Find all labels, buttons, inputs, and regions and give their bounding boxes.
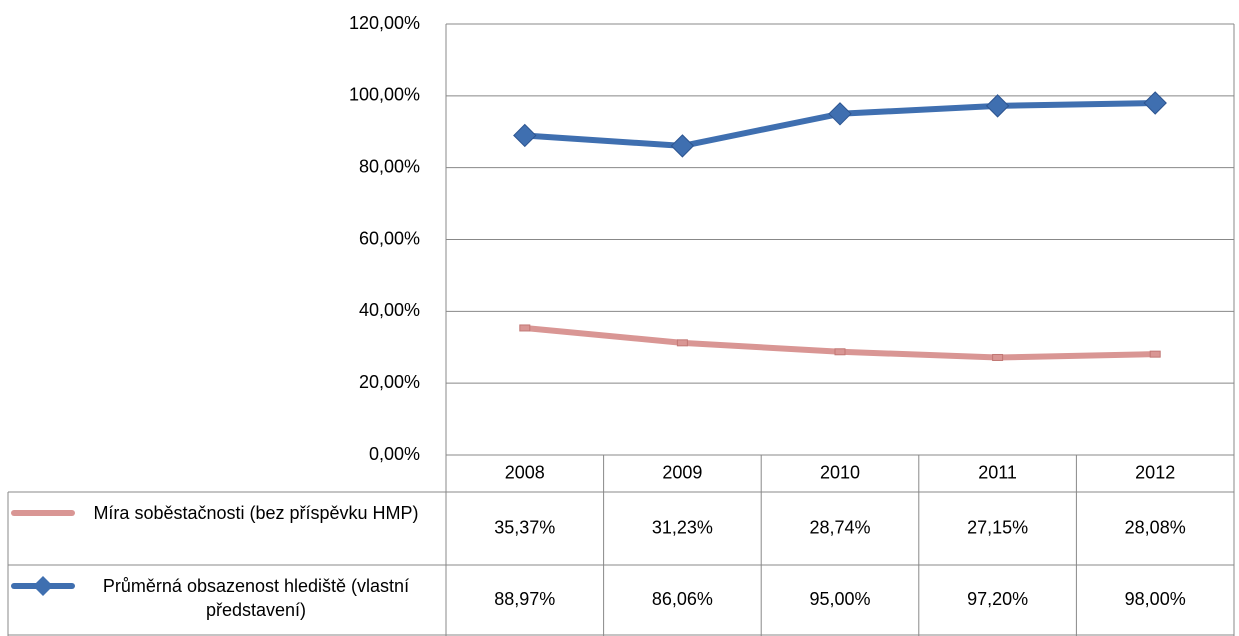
x-tick-label: 2012 xyxy=(1135,462,1175,482)
y-tick-label: 60,00% xyxy=(359,228,420,248)
y-tick-label: 20,00% xyxy=(359,372,420,392)
legend-label: Míra soběstačnosti (bez příspěvku HMP) xyxy=(93,503,419,523)
y-tick-label: 80,00% xyxy=(359,156,420,176)
value-label: 31,23% xyxy=(652,517,713,537)
y-tick-label: 0,00% xyxy=(369,444,420,464)
value-label: 86,06% xyxy=(652,589,713,609)
value-label: 28,74% xyxy=(809,517,870,537)
value-label: 27,15% xyxy=(967,517,1028,537)
value-label: 97,20% xyxy=(967,589,1028,609)
value-label: 98,00% xyxy=(1125,589,1186,609)
legend-label: Průměrná obsazenost hlediště (vlastní př… xyxy=(102,576,410,620)
marker xyxy=(834,348,846,356)
value-label: 88,97% xyxy=(494,589,555,609)
legend-marker xyxy=(33,576,53,596)
x-tick-label: 2008 xyxy=(505,462,545,482)
x-tick-label: 2011 xyxy=(978,462,1017,482)
y-tick-label: 40,00% xyxy=(359,300,420,320)
x-tick-label: 2010 xyxy=(820,462,860,482)
marker xyxy=(519,324,531,332)
x-tick-label: 2009 xyxy=(662,462,702,482)
y-tick-label: 120,00% xyxy=(349,13,420,33)
marker xyxy=(1143,91,1167,115)
marker xyxy=(513,123,537,148)
marker xyxy=(670,134,695,158)
value-label: 95,00% xyxy=(809,589,870,609)
marker xyxy=(1149,350,1161,358)
y-tick-label: 100,00% xyxy=(349,85,420,105)
marker xyxy=(676,339,688,347)
marker xyxy=(828,102,852,126)
value-label: 35,37% xyxy=(494,517,555,537)
value-label: 28,08% xyxy=(1125,517,1186,537)
marker xyxy=(985,94,1010,118)
marker xyxy=(992,353,1004,361)
